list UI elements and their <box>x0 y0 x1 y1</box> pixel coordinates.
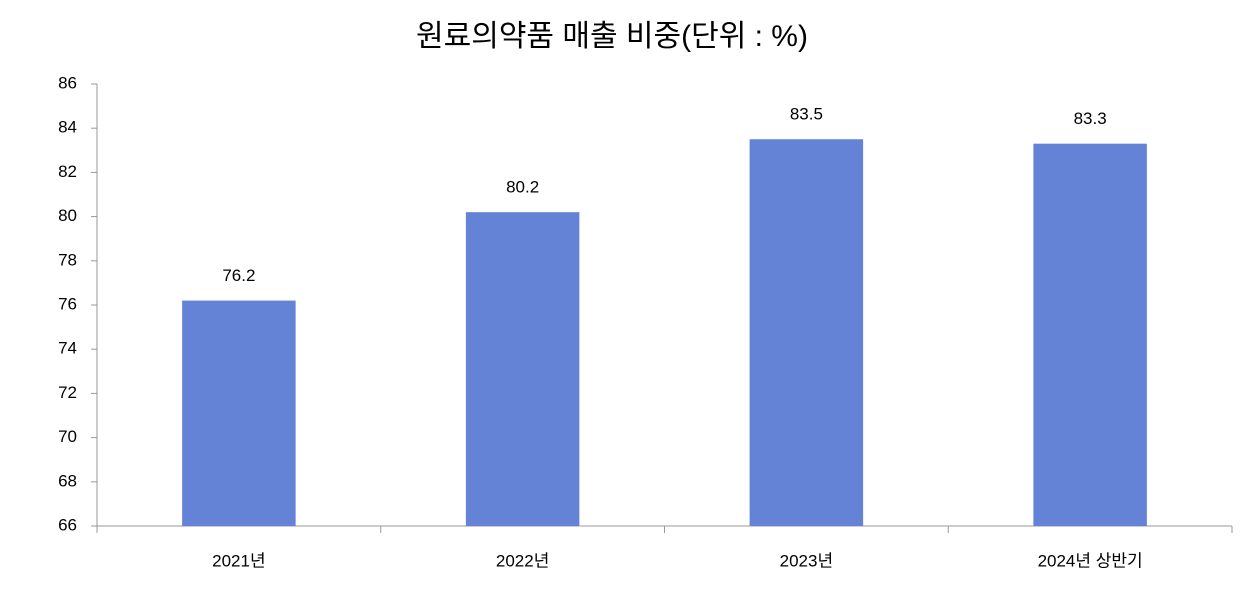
y-tick-label: 70 <box>58 427 77 446</box>
y-tick-label: 78 <box>58 250 77 269</box>
value-label: 83.5 <box>790 105 823 124</box>
y-tick-label: 76 <box>58 294 77 313</box>
y-tick-label: 72 <box>58 383 77 402</box>
y-tick-label: 82 <box>58 162 77 181</box>
x-tick-label: 2022년 <box>496 551 549 570</box>
y-tick-label: 66 <box>58 515 77 534</box>
y-tick-label: 74 <box>58 339 77 358</box>
x-tick-label: 2021년 <box>212 551 265 570</box>
x-tick-label: 2023년 <box>780 551 833 570</box>
bar <box>182 300 296 526</box>
y-tick-label: 80 <box>58 206 77 225</box>
value-label: 83.3 <box>1074 109 1107 128</box>
bar <box>465 212 580 526</box>
y-tick-label: 84 <box>58 118 77 137</box>
bar <box>749 139 864 526</box>
chart-title: 원료의약품 매출 비중(단위 : %) <box>416 20 808 53</box>
value-label: 76.2 <box>222 266 255 285</box>
bar <box>1033 143 1147 527</box>
x-tick-label: 2024년 상반기 <box>1038 551 1143 570</box>
y-tick-label: 86 <box>58 73 77 92</box>
value-label: 80.2 <box>506 178 539 197</box>
y-tick-label: 68 <box>58 471 77 490</box>
